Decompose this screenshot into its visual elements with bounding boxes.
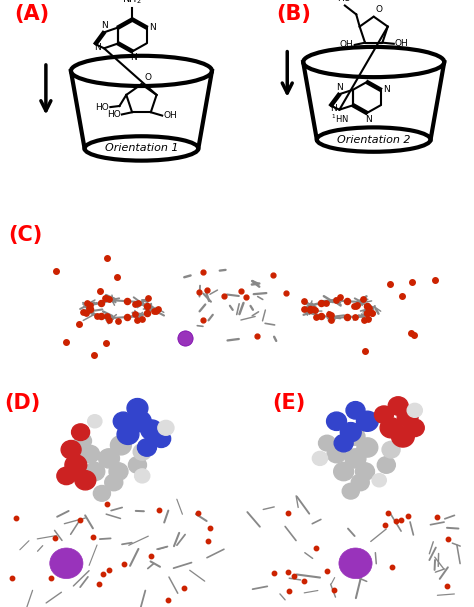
Circle shape [128,456,146,473]
Circle shape [109,463,128,480]
Text: N: N [365,115,372,124]
Circle shape [81,446,100,463]
Circle shape [75,470,96,490]
Circle shape [74,433,91,449]
Circle shape [128,411,151,432]
Circle shape [397,407,418,427]
Text: N: N [95,42,101,52]
Text: HO: HO [107,110,121,119]
Circle shape [72,424,90,441]
Circle shape [374,406,393,424]
Circle shape [61,441,81,459]
Circle shape [327,412,346,430]
Text: N: N [383,85,390,94]
Circle shape [141,420,163,440]
Circle shape [405,419,424,436]
Circle shape [327,446,346,463]
Circle shape [158,421,174,435]
Text: N: N [149,23,155,32]
Text: N: N [336,83,343,92]
Circle shape [339,548,372,578]
Circle shape [407,403,422,418]
Circle shape [380,418,402,438]
Circle shape [88,415,102,428]
Circle shape [351,474,369,490]
Text: (B): (B) [276,4,311,24]
Circle shape [342,483,359,499]
Circle shape [117,424,139,444]
Text: NH$_2$: NH$_2$ [122,0,142,6]
Text: (C): (C) [8,225,42,245]
Text: OH: OH [395,39,409,49]
Circle shape [356,411,378,432]
Circle shape [388,397,408,415]
Circle shape [345,449,366,468]
Text: Orientation 2: Orientation 2 [337,135,410,144]
Text: $^1$HN: $^1$HN [331,113,348,126]
Circle shape [127,399,148,418]
Circle shape [85,463,105,481]
Circle shape [135,469,150,483]
Circle shape [133,444,151,460]
Text: O: O [376,5,383,15]
Text: O: O [144,72,151,81]
Text: (E): (E) [273,393,306,413]
Text: HO: HO [95,103,109,112]
Circle shape [93,486,110,501]
Text: N: N [100,21,108,30]
Text: (D): (D) [5,393,41,413]
Text: Orientation 1: Orientation 1 [105,143,178,154]
Circle shape [65,455,87,475]
Text: N: N [330,104,337,113]
Text: HO: HO [337,0,351,3]
Circle shape [334,435,353,452]
Text: N: N [130,53,137,61]
Circle shape [346,428,365,446]
Circle shape [334,463,354,481]
Circle shape [137,439,156,456]
Circle shape [312,452,328,466]
Text: OH: OH [340,41,354,49]
Text: OH: OH [164,111,177,120]
Circle shape [377,456,395,473]
Circle shape [50,548,83,578]
Circle shape [392,426,414,447]
Circle shape [356,463,374,480]
Circle shape [319,435,336,451]
Circle shape [57,467,76,484]
Text: (A): (A) [14,4,49,24]
Circle shape [110,436,131,455]
Circle shape [152,430,171,447]
Circle shape [99,449,119,468]
Circle shape [382,441,400,458]
Circle shape [113,412,133,430]
Circle shape [357,438,378,457]
Circle shape [340,422,361,442]
Circle shape [105,474,123,490]
Circle shape [346,402,365,419]
Circle shape [372,473,386,487]
